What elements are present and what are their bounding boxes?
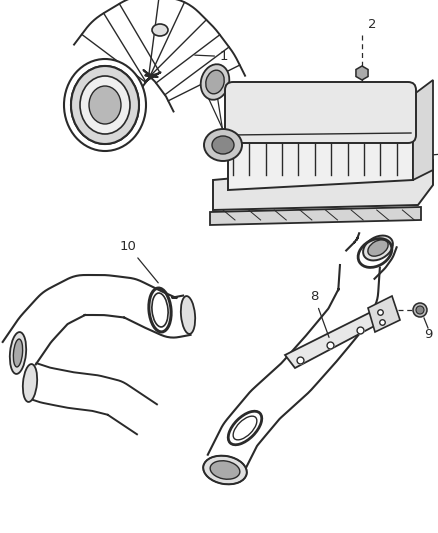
Ellipse shape xyxy=(212,136,234,154)
Polygon shape xyxy=(285,310,382,368)
Ellipse shape xyxy=(413,303,427,317)
Polygon shape xyxy=(368,296,400,332)
Text: 8: 8 xyxy=(310,290,329,337)
Ellipse shape xyxy=(23,364,37,402)
Text: 9: 9 xyxy=(424,328,432,342)
Ellipse shape xyxy=(89,86,121,124)
Ellipse shape xyxy=(80,76,130,134)
Ellipse shape xyxy=(416,306,424,314)
Text: 3: 3 xyxy=(434,145,438,158)
Polygon shape xyxy=(210,207,421,225)
Text: 1: 1 xyxy=(195,50,229,63)
Text: 10: 10 xyxy=(120,240,158,283)
Ellipse shape xyxy=(203,456,247,484)
Ellipse shape xyxy=(363,236,393,261)
Ellipse shape xyxy=(201,64,230,100)
Ellipse shape xyxy=(10,332,26,374)
Ellipse shape xyxy=(181,296,195,334)
Ellipse shape xyxy=(13,339,23,367)
Ellipse shape xyxy=(204,129,242,161)
Text: 2: 2 xyxy=(368,19,376,31)
Ellipse shape xyxy=(90,87,120,123)
Ellipse shape xyxy=(71,66,139,144)
Ellipse shape xyxy=(152,24,168,36)
Polygon shape xyxy=(413,80,433,180)
Ellipse shape xyxy=(71,66,139,144)
FancyBboxPatch shape xyxy=(225,82,416,143)
Polygon shape xyxy=(228,95,413,190)
Ellipse shape xyxy=(64,59,146,151)
Polygon shape xyxy=(213,160,433,210)
Ellipse shape xyxy=(368,240,388,256)
Ellipse shape xyxy=(82,78,128,132)
Ellipse shape xyxy=(206,70,224,94)
Ellipse shape xyxy=(210,461,240,479)
